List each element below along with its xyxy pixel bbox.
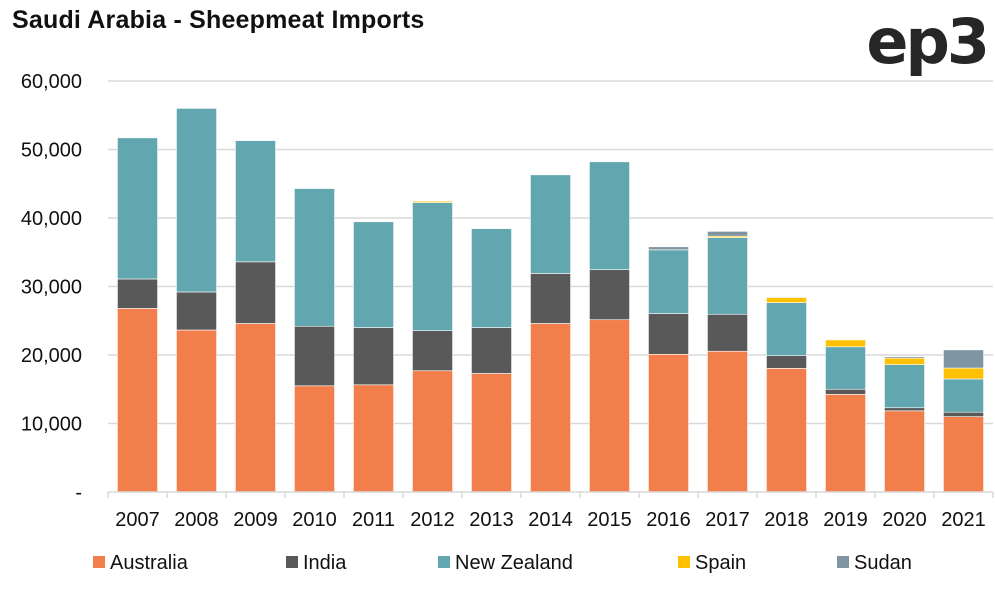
bar-segment-new-zealand-2021 [943,378,984,413]
x-tick-label: 2009 [233,509,278,531]
bar-segment-india-2020 [884,407,925,412]
bar-segment-india-2016 [648,313,689,355]
y-tick-label: 30,000 [21,277,82,299]
legend-label-spain: Spain [695,552,746,574]
x-tick-label: 2016 [646,509,691,531]
legend-swatch-new-zealand [438,556,450,568]
bar-segment-australia-2021 [943,416,984,493]
bar-segment-new-zealand-2014 [530,174,571,274]
bar-segment-new-zealand-2010 [294,188,335,327]
bar-segment-new-zealand-2019 [825,346,866,390]
bar-segment-new-zealand-2017 [707,237,748,315]
bar-segment-spain-2020 [884,357,925,365]
bar-segment-new-zealand-2018 [766,302,807,356]
x-tick-label: 2011 [352,509,395,531]
bar-segment-new-zealand-2009 [235,140,276,263]
bar-segment-spain-2012 [412,200,453,203]
legend-label-sudan: Sudan [854,552,912,574]
ep3-logo: ep3 [866,5,990,78]
bar-segment-sudan-2016 [648,246,689,251]
y-tick-label: 50,000 [21,140,82,162]
bar-segment-new-zealand-2012 [412,202,453,331]
chart-title: Saudi Arabia - Sheepmeat Imports [12,6,425,34]
x-tick-label: 2007 [115,509,160,531]
x-tick-label: 2008 [174,509,219,531]
bar-segment-sudan-2018 [766,296,807,298]
bar-segment-india-2007 [117,278,158,309]
legend-label-australia: Australia [110,552,189,574]
legend-swatch-india [286,556,298,568]
bar-segment-india-2015 [589,269,630,321]
y-tick-label: - [75,482,82,504]
bar-segment-new-zealand-2016 [648,249,689,314]
bar-segment-new-zealand-2011 [353,221,394,328]
legend-swatch-spain [678,556,690,568]
legend-swatch-sudan [837,556,849,568]
y-tick-label: 40,000 [21,208,82,230]
bar-segment-sudan-2017 [707,231,748,237]
legend-label-new-zealand: New Zealand [455,552,573,574]
legend: Australia India New Zealand Spain Sudan [93,552,912,574]
bar-segment-spain-2019 [825,339,866,348]
bar-segment-australia-2008 [176,329,217,493]
x-tick-label: 2014 [528,509,573,531]
x-tick-label: 2020 [882,509,927,531]
bar-segment-australia-2019 [825,394,866,493]
bar-segment-india-2010 [294,325,335,387]
legend-swatch-australia [93,556,105,568]
bar-segment-india-2018 [766,355,807,369]
bar-segment-sudan-2020 [884,356,925,359]
bar-segment-spain-2021 [943,367,984,380]
x-tick-label: 2017 [705,509,750,531]
bar-segment-australia-2016 [648,354,689,493]
bar-segment-australia-2011 [353,384,394,493]
y-tick-label: 20,000 [21,345,82,367]
bar-segment-new-zealand-2013 [471,228,512,328]
bar-segment-india-2019 [825,388,866,395]
bar-segment-sudan-2021 [943,349,984,369]
bar-segment-spain-2018 [766,297,807,303]
bar-segment-australia-2009 [235,323,276,493]
x-tick-label: 2018 [764,509,809,531]
bar-segment-australia-2017 [707,350,748,493]
x-tick-label: 2019 [823,509,868,531]
x-axis: 2007 2008 2009 2010 2011 2012 2013 2014 2015 2016… [107,491,994,531]
x-tick-label: 2013 [469,509,514,531]
bar-segment-india-2021 [943,411,984,417]
bar-segment-australia-2007 [117,308,158,493]
bars [117,108,984,493]
bar-segment-new-zealand-2020 [884,364,925,409]
bar-segment-india-2011 [353,327,394,386]
bar-segment-australia-2010 [294,385,335,493]
x-tick-label: 2012 [410,509,455,531]
bar-segment-australia-2013 [471,373,512,493]
bar-segment-india-2014 [530,273,571,324]
y-tick-label: 60,000 [21,71,82,93]
bar-segment-australia-2018 [766,368,807,493]
x-tick-label: 2015 [587,509,632,531]
bar-segment-india-2009 [235,261,276,324]
bar-segment-india-2017 [707,313,748,352]
y-axis: - 10,000 20,000 30,000 40,000 50,000 60,000 [21,71,82,504]
x-tick-label: 2021 [941,509,986,531]
bar-segment-india-2012 [412,330,453,372]
bar-segment-india-2013 [471,327,512,374]
x-tick-label: 2010 [292,509,337,531]
bar-segment-india-2008 [176,291,217,331]
bar-segment-australia-2014 [530,323,571,493]
bar-segment-new-zealand-2015 [589,161,630,271]
y-tick-label: 10,000 [21,414,82,436]
bar-segment-australia-2015 [589,319,630,493]
bar-segment-australia-2020 [884,410,925,493]
legend-label-india: India [303,552,347,574]
bar-segment-australia-2012 [412,370,453,493]
bar-segment-new-zealand-2008 [176,108,217,293]
bar-segment-new-zealand-2007 [117,137,158,280]
